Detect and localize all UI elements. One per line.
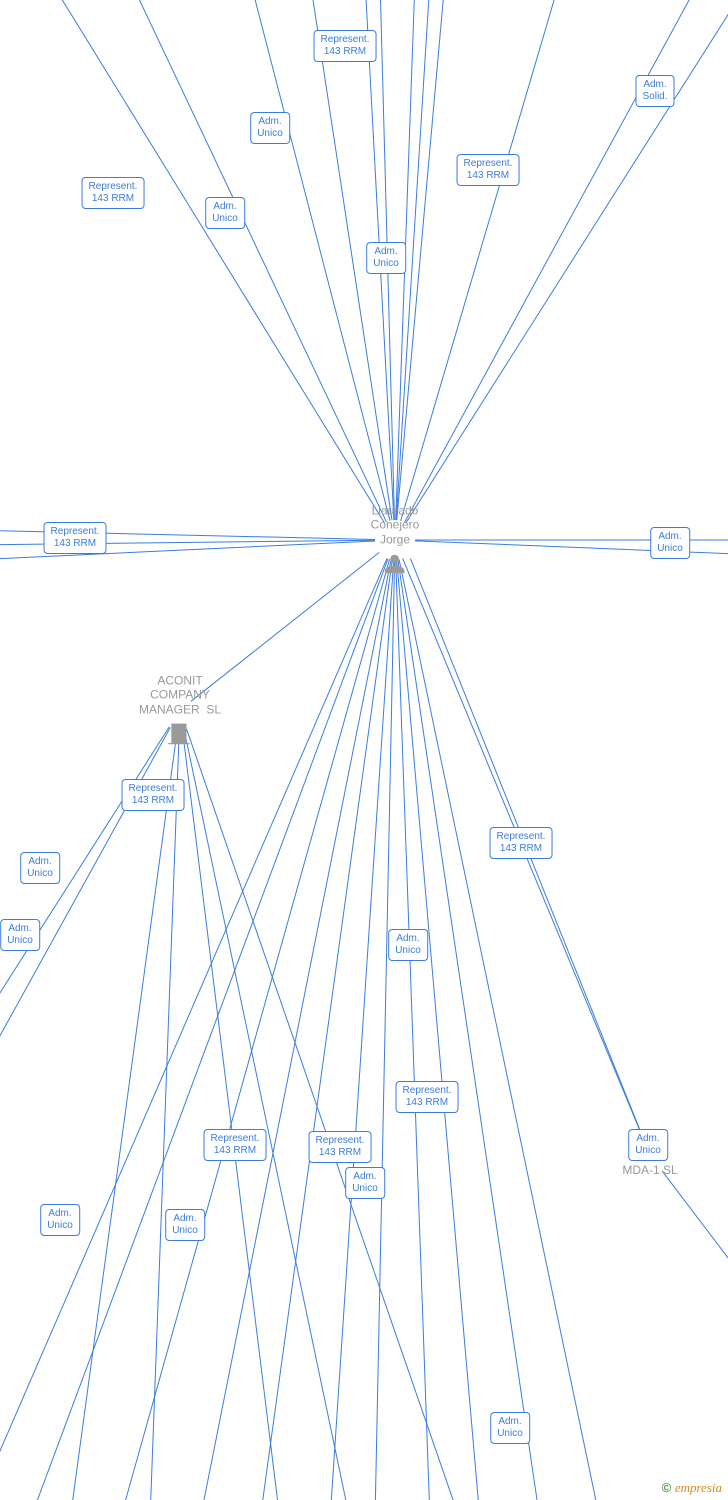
company-node[interactable]: ACONIT COMPANY MANAGER SL <box>139 673 221 746</box>
edge-label: Adm. Unico <box>165 1209 205 1241</box>
brand-name: empresia <box>675 1480 722 1495</box>
edge-label: Adm. Unico <box>628 1129 668 1161</box>
edge-label: Adm. Unico <box>366 242 406 274</box>
edge-label: Represent. 143 RRM <box>457 154 520 186</box>
edge-label: Adm. Unico <box>205 197 245 229</box>
edge-label: Adm. Solid. <box>635 75 674 107</box>
node-label: Llaurado Conejero Jorge <box>371 503 420 546</box>
edge-label: Adm. Unico <box>20 852 60 884</box>
edge-label: Represent. 143 RRM <box>204 1129 267 1161</box>
edge-label: Adm. Unico <box>490 1412 530 1444</box>
edge-label: Represent. 143 RRM <box>314 30 377 62</box>
edge-label: Represent. 143 RRM <box>122 779 185 811</box>
edge-label: Represent. 143 RRM <box>490 827 553 859</box>
building-icon <box>139 721 221 747</box>
node-label: MDA-1 SL <box>622 1163 677 1177</box>
edge-label: Represent. 143 RRM <box>396 1081 459 1113</box>
edge-label: Represent. 143 RRM <box>44 522 107 554</box>
edge-label: Adm. Unico <box>0 919 40 951</box>
edge-label: Adm. Unico <box>40 1204 80 1236</box>
edges-layer <box>0 0 728 1500</box>
edge-label: Adm. Unico <box>250 112 290 144</box>
copyright-symbol: © <box>662 1480 672 1495</box>
edge-label: Represent. 143 RRM <box>82 177 145 209</box>
node-label: ACONIT COMPANY MANAGER SL <box>139 673 221 716</box>
edge-label: Adm. Unico <box>345 1167 385 1199</box>
edge-label: Adm. Unico <box>650 527 690 559</box>
person-node[interactable]: Llaurado Conejero Jorge <box>371 503 420 576</box>
watermark: © empresia <box>662 1480 722 1496</box>
edge-label: Represent. 143 RRM <box>309 1131 372 1163</box>
person-icon <box>371 551 420 577</box>
edge-label: Adm. Unico <box>388 929 428 961</box>
